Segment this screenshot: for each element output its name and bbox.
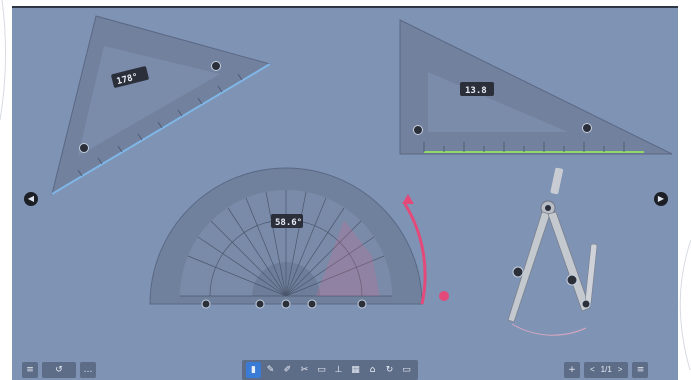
rotate-handle-icon [211, 61, 221, 71]
page-indicator: < 1/1 > [584, 362, 629, 378]
rotate-handle-icon [582, 123, 592, 133]
settings-button[interactable]: ≡ [632, 362, 649, 378]
next-page-button[interactable]: > [617, 365, 623, 374]
right-triangle-ruler[interactable]: 13.8 [399, 19, 673, 155]
center-toolbar: ▮ ✎ ✐ ✂ ▭ ⊥ ▦ ⌂ ↻ ▭ [242, 360, 418, 380]
media-tool-button[interactable]: ▦ [351, 365, 360, 375]
drawing-compass[interactable] [507, 167, 598, 336]
protractor-drag-handle-icon [439, 291, 449, 301]
next-page-icon[interactable]: ▶ [654, 192, 668, 206]
undo-button[interactable]: ↺ [42, 362, 76, 378]
more-button[interactable]: … [80, 362, 96, 378]
drawing-tools-group: ▮ ✎ ✐ ✂ ▭ ⊥ ▦ ⌂ ↻ ▭ [242, 360, 418, 380]
left-triangle-ruler[interactable]: 178° [51, 15, 272, 196]
rotate-handle-icon [79, 143, 89, 153]
window-tool-button[interactable]: ▭ [402, 365, 411, 375]
add-page-button[interactable]: + [564, 362, 580, 378]
toolbox-tool-button[interactable]: ⌂ [369, 365, 376, 375]
page-number: 1/1 [600, 365, 612, 374]
highlighter-tool-button[interactable]: ✐ [283, 365, 292, 375]
redo-tool-button[interactable]: ↻ [385, 365, 394, 375]
insert-tool-button[interactable]: ⊥ [334, 365, 343, 375]
shape-tool-button[interactable]: ✂ [300, 365, 309, 375]
protractor-angle-label: 58.6° [275, 218, 302, 228]
prev-page-button[interactable]: < [590, 365, 595, 374]
left-toolbar: ≡ ↺ … [22, 360, 96, 380]
eraser-tool-button[interactable]: ▭ [317, 365, 326, 375]
protractor-arrow-icon [402, 194, 414, 204]
prev-page-icon[interactable]: ◀ [24, 192, 38, 206]
pen-tool-button[interactable]: ✎ [266, 365, 275, 375]
menu-button[interactable]: ≡ [22, 362, 38, 378]
whiteboard-canvas[interactable]: 178° 13.8 [12, 6, 678, 380]
right-toolbar: + < 1/1 > ≡ [564, 360, 649, 380]
rotate-handle-icon [413, 125, 423, 135]
right-triangle-angle-label: 13.8 [465, 86, 487, 96]
math-tools-layer: 178° 13.8 [51, 15, 673, 336]
protractor[interactable]: 58.6° [149, 167, 449, 309]
select-tool-button[interactable]: ▮ [246, 362, 261, 378]
